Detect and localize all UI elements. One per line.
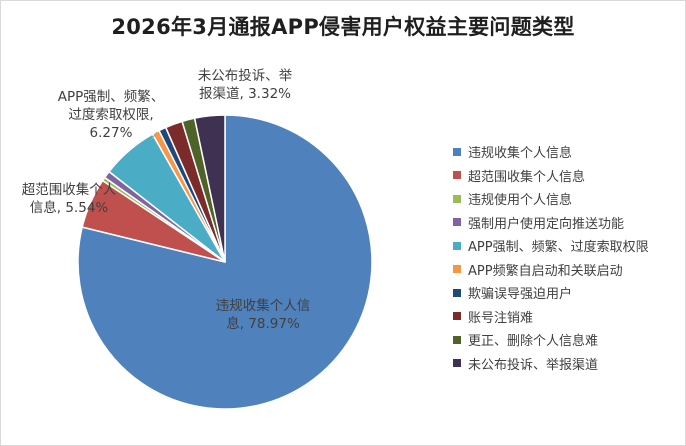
legend-label: 强制用户使用定向推送功能 xyxy=(468,216,625,232)
data-label: APP强制、频繁、过度索取权限, 6.27% xyxy=(58,89,165,141)
legend-label: 账号注销难 xyxy=(468,310,534,326)
chart-title: 2026年3月通报APP侵害用户权益主要问题类型 xyxy=(111,15,575,39)
legend-swatch xyxy=(453,359,461,368)
legend-item: 违规收集个人信息 xyxy=(453,140,685,164)
legend-swatch xyxy=(453,241,461,250)
legend-label: 未公布投诉、举报渠道 xyxy=(468,357,599,373)
data-label: 违规收集个人信息, 78.97% xyxy=(216,298,311,332)
data-label: 未公布投诉、举报渠道, 3.32% xyxy=(198,68,293,102)
legend-item: 违规使用个人信息 xyxy=(453,187,685,211)
pie-slice xyxy=(193,114,226,263)
legend-label: 更正、删除个人信息难 xyxy=(468,334,599,350)
data-label: 超范围收集个人信息, 5.54% xyxy=(22,182,117,216)
legend-item: 未公布投诉、举报渠道 xyxy=(453,352,685,376)
leader-line xyxy=(150,131,158,141)
legend-item: 更正、删除个人信息难 xyxy=(453,328,685,352)
legend-label: 违规收集个人信息 xyxy=(468,146,573,162)
legend-swatch xyxy=(453,335,461,344)
legend-swatch xyxy=(453,312,461,321)
legend-swatch xyxy=(453,288,461,297)
legend-label: APP强制、频繁、过度索取权限 xyxy=(468,240,649,256)
legend-label: APP频繁自启动和关联启动 xyxy=(468,263,623,279)
legend-item: APP频繁自启动和关联启动 xyxy=(453,258,685,282)
legend-item: 超范围收集个人信息 xyxy=(453,164,685,188)
legend-swatch xyxy=(453,265,461,274)
legend: 违规收集个人信息 超范围收集个人信息 违规使用个人信息强制用户使用定向推送功能 APP… xyxy=(453,140,685,375)
legend-item: 强制用户使用定向推送功能 xyxy=(453,211,685,235)
legend-swatch xyxy=(453,218,461,227)
legend-label: 超范围收集个人信息 xyxy=(468,169,586,185)
legend-item: 账号注销难 xyxy=(453,305,685,329)
legend-swatch xyxy=(453,171,461,180)
legend-swatch xyxy=(453,194,461,203)
legend-item: 欺骗误导强迫用户 xyxy=(453,281,685,305)
legend-label: 违规使用个人信息 xyxy=(468,193,573,209)
legend-swatch xyxy=(453,147,461,156)
legend-label: 欺骗误导强迫用户 xyxy=(468,287,573,303)
legend-item: APP强制、频繁、过度索取权限 xyxy=(453,234,685,258)
